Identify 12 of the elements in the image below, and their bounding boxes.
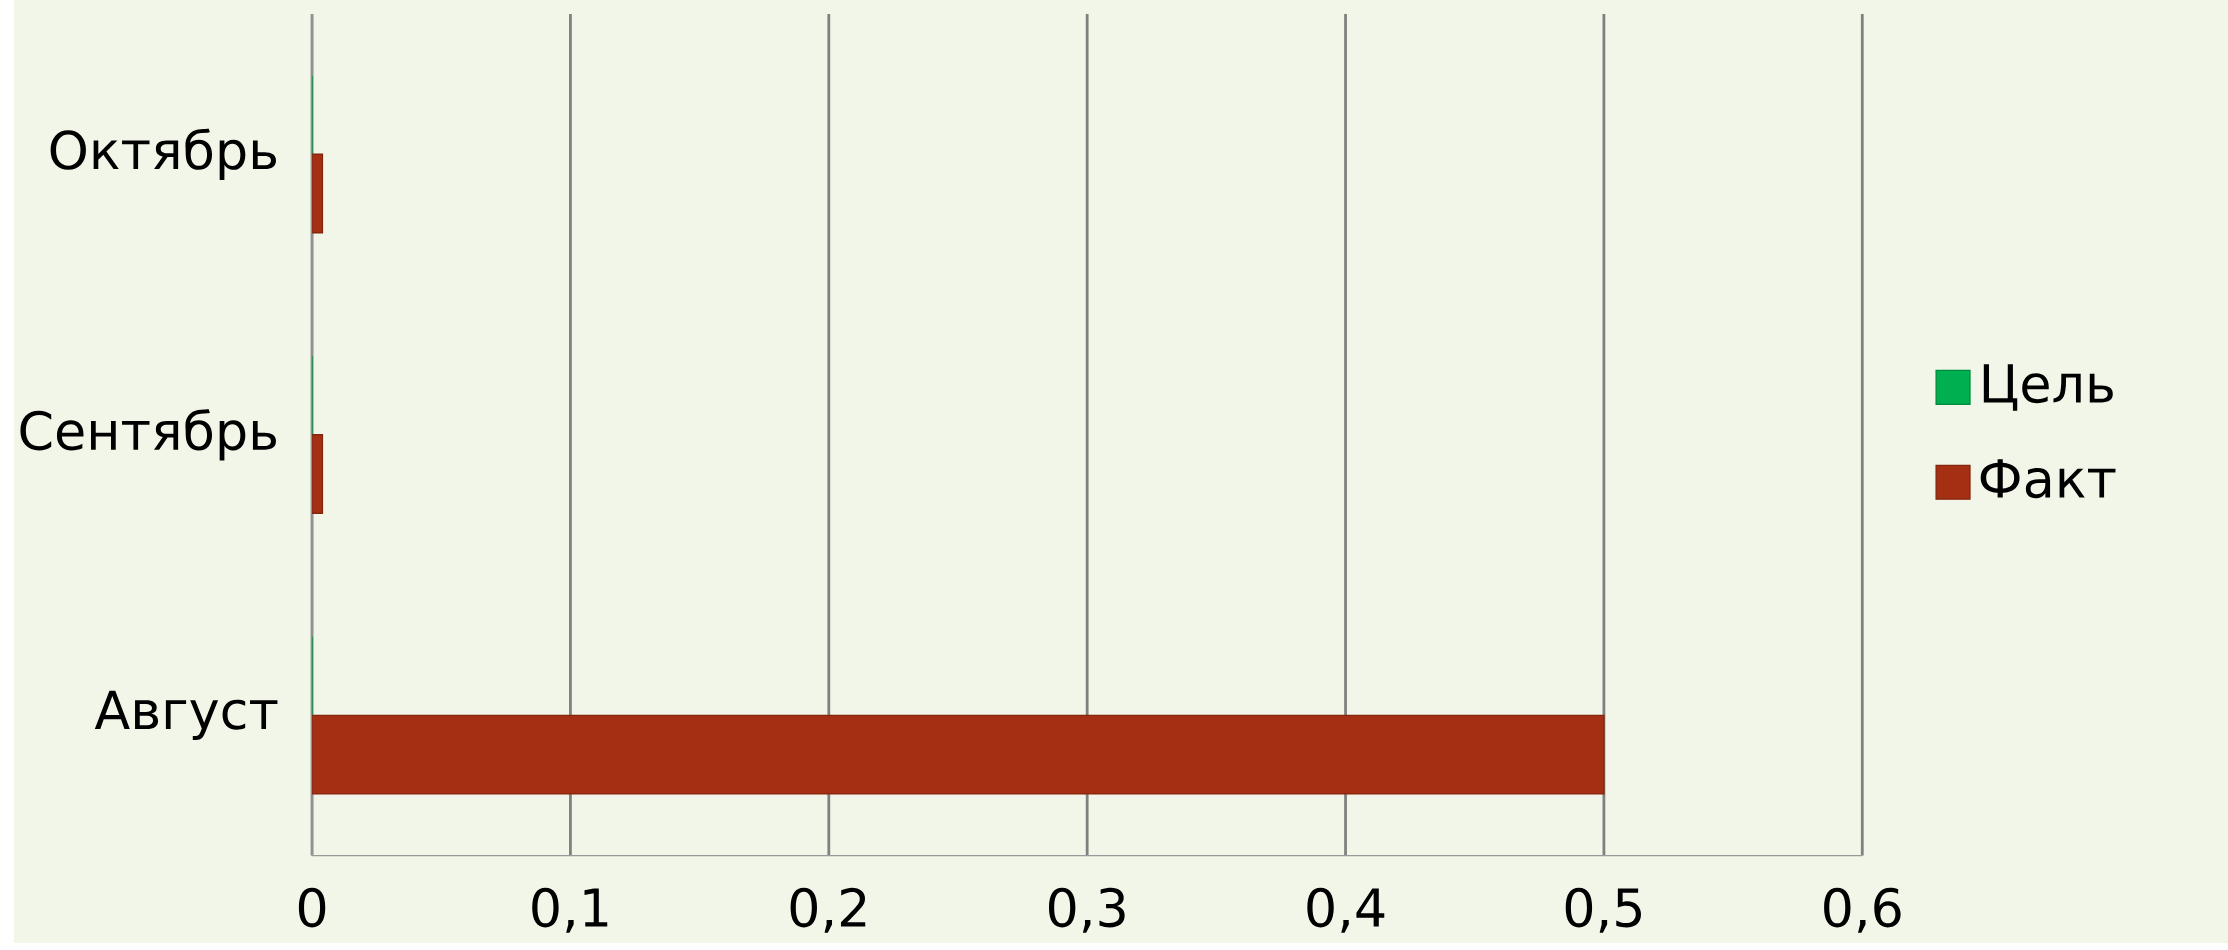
y-tick-label: Сентябрь — [20, 408, 276, 461]
legend-label: Цель — [1983, 364, 2113, 411]
x-tick-label: 0,3 — [1048, 887, 1125, 933]
y-tick-label: Октябрь — [50, 128, 276, 180]
x-tick-label: 0,5 — [1565, 887, 1641, 933]
x-tick-label: 0,2 — [790, 887, 866, 933]
x-tick-label: 0,6 — [1824, 887, 1901, 933]
legend-label: Факт — [1980, 459, 2116, 499]
x-tick-label: 0,4 — [1307, 887, 1385, 933]
y-tick-label: Август — [94, 690, 278, 740]
x-tick-label: 0 — [298, 887, 326, 928]
x-tick-label: 0,1 — [532, 887, 608, 933]
